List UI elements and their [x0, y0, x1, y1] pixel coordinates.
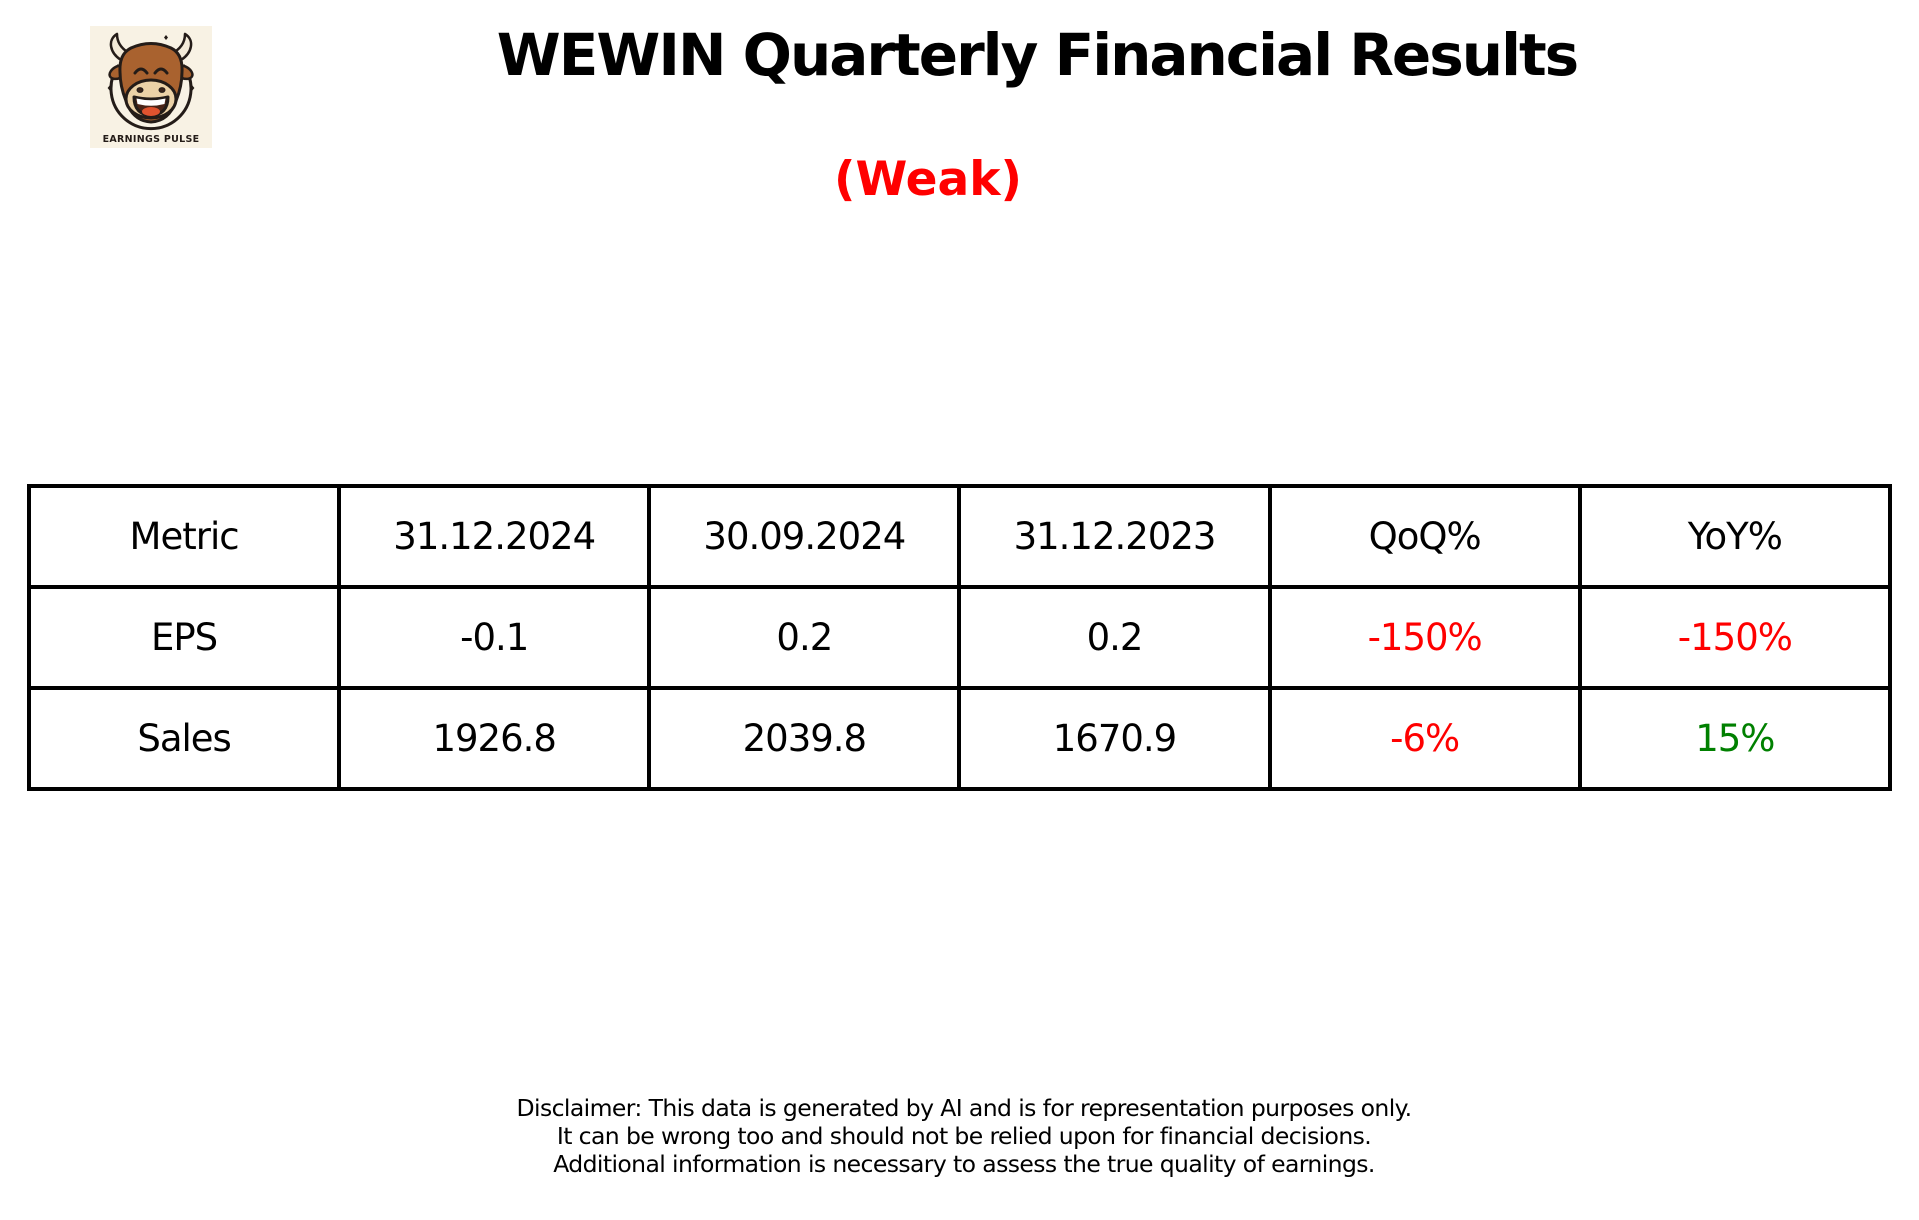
table-cell: 1926.8	[337, 686, 652, 791]
table-cell: -0.1	[337, 585, 652, 690]
column-header-period-2: 30.09.2024	[647, 484, 962, 589]
bull-icon: EARNINGS PULSE	[90, 26, 212, 148]
earnings-pulse-logo: EARNINGS PULSE	[90, 26, 212, 148]
table-cell-qoq: -6%	[1267, 686, 1582, 791]
page-title: WEWIN Quarterly Financial Results	[496, 21, 1579, 89]
column-header-period-1: 31.12.2024	[337, 484, 652, 589]
table-cell: 0.2	[957, 585, 1272, 690]
disclaimer-line: Disclaimer: This data is generated by AI…	[516, 1094, 1413, 1122]
table-cell-yoy: -150%	[1577, 585, 1893, 690]
table-cell: 2039.8	[647, 686, 962, 791]
table-cell: 1670.9	[957, 686, 1272, 791]
table-cell: 0.2	[647, 585, 962, 690]
column-header-period-3: 31.12.2023	[957, 484, 1272, 589]
table-cell-yoy: 15%	[1577, 686, 1893, 791]
column-header-metric: Metric	[26, 484, 342, 589]
verdict-subtitle: (Weak)	[834, 152, 1022, 207]
logo-brand-text: EARNINGS PULSE	[103, 134, 200, 145]
table-row-eps: EPS -0.1 0.2 0.2 -150% -150%	[26, 585, 1893, 690]
disclaimer-line: Additional information is necessary to a…	[553, 1150, 1375, 1178]
table-header-row: Metric 31.12.2024 30.09.2024 31.12.2023 …	[26, 484, 1893, 589]
disclaimer: Disclaimer: This data is generated by AI…	[516, 1094, 1413, 1178]
column-header-yoy: YoY%	[1577, 484, 1893, 589]
metric-label: EPS	[26, 585, 342, 690]
financials-table: Metric 31.12.2024 30.09.2024 31.12.2023 …	[26, 484, 1893, 791]
disclaimer-line: It can be wrong too and should not be re…	[556, 1122, 1372, 1150]
table-row-sales: Sales 1926.8 2039.8 1670.9 -6% 15%	[26, 686, 1893, 791]
table-cell-qoq: -150%	[1267, 585, 1582, 690]
column-header-qoq: QoQ%	[1267, 484, 1582, 589]
metric-label: Sales	[26, 686, 342, 791]
